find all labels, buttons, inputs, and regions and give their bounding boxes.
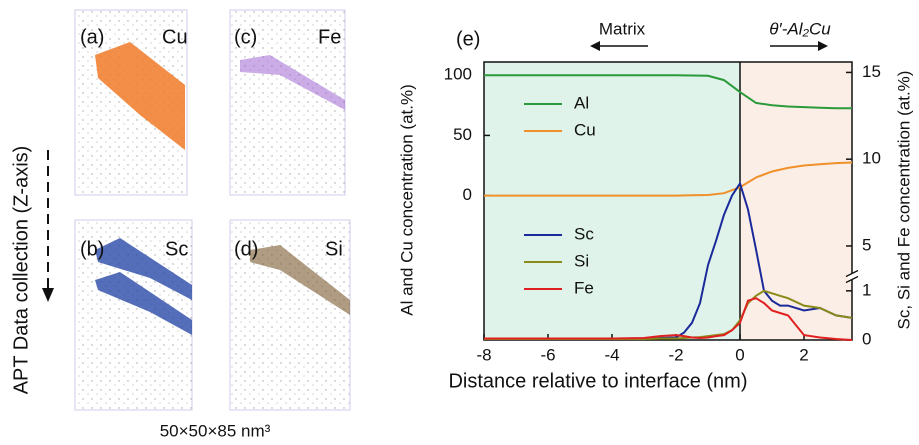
panel-label: (a) bbox=[80, 26, 104, 48]
legend-label: Al bbox=[574, 93, 589, 112]
apt-bands bbox=[95, 42, 350, 335]
panel-label: (b) bbox=[80, 238, 104, 260]
axis-break-gap bbox=[848, 273, 856, 280]
x-tick-label: -6 bbox=[540, 345, 555, 364]
y-tick-label: 50 bbox=[453, 125, 472, 144]
region bbox=[484, 62, 740, 340]
y2-axis-label: Sc, Si and Fe concentration (at.%) bbox=[894, 71, 913, 330]
y-tick-label: 0 bbox=[463, 185, 472, 204]
legend-label: Fe bbox=[574, 278, 594, 297]
x-tick-label: 0 bbox=[735, 345, 744, 364]
apt-axis-label: APT Data collection (Z-axis) bbox=[10, 146, 32, 395]
apt-arrow-head bbox=[42, 288, 54, 302]
panel-label: (c) bbox=[234, 26, 257, 48]
legend-label: Cu bbox=[574, 120, 596, 139]
legend-label: Si bbox=[574, 251, 589, 270]
y2-tick-label: 15 bbox=[862, 62, 881, 81]
x-tick-label: -4 bbox=[604, 345, 619, 364]
region-label: θ′-Al₂Cu bbox=[769, 19, 831, 38]
plot-frame bbox=[483, 61, 853, 341]
y2-tick-label: 10 bbox=[862, 149, 881, 168]
axis-break bbox=[845, 269, 859, 278]
y-tick-label: 100 bbox=[444, 65, 472, 84]
legend-label: Sc bbox=[574, 224, 594, 243]
x-tick-label: -8 bbox=[476, 345, 491, 364]
panel-label: (d) bbox=[234, 238, 258, 260]
apt-labels: (a) Cu (b) Sc (c) Fe (d) Si bbox=[80, 26, 343, 260]
element-label: Si bbox=[325, 238, 343, 260]
element-label: Sc bbox=[165, 238, 188, 260]
series-line bbox=[484, 74, 852, 110]
y2-tick-label: 5 bbox=[862, 235, 871, 254]
x-tick-label: 2 bbox=[799, 345, 808, 364]
x-tick-label: -2 bbox=[668, 345, 683, 364]
series-line bbox=[484, 161, 853, 197]
element-label: Fe bbox=[318, 26, 341, 48]
y2-tick-label: 1 bbox=[862, 280, 871, 299]
axis-break bbox=[845, 275, 859, 284]
region-arrow-head bbox=[818, 41, 828, 51]
y2-tick-label: 0 bbox=[862, 329, 871, 348]
x-axis-label: Distance relative to interface (nm) bbox=[448, 370, 747, 392]
y-axis-label: Al and Cu concentration (at.%) bbox=[397, 84, 416, 316]
series-line bbox=[484, 297, 853, 341]
region-arrow-head bbox=[590, 41, 600, 51]
apt-size-label: 50×50×85 nm³ bbox=[160, 421, 271, 440]
panel-label: (e) bbox=[456, 28, 480, 50]
region-label: Matrix bbox=[599, 19, 646, 38]
element-label: Cu bbox=[162, 26, 188, 48]
